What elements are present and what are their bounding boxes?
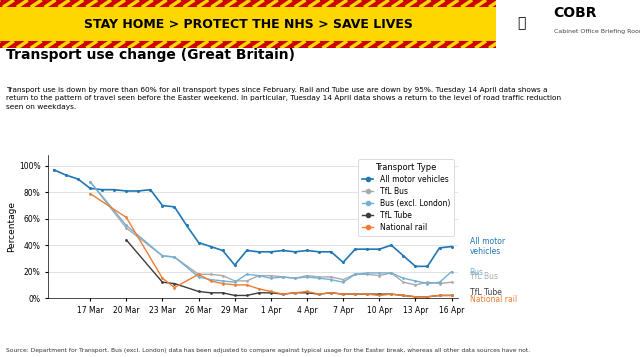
Text: All motor
vehicles: All motor vehicles xyxy=(470,237,505,256)
Bar xyxy=(0,0,496,7)
Text: Bus: Bus xyxy=(470,268,484,277)
Legend: All motor vehicles, TfL Bus, Bus (excl. London), TfL Tube, National rail: All motor vehicles, TfL Bus, Bus (excl. … xyxy=(358,159,454,236)
Text: Source: Department for Transport. Bus (excl. London) data has been adjusted to c: Source: Department for Transport. Bus (e… xyxy=(6,348,531,353)
Text: COBR: COBR xyxy=(554,6,597,20)
Text: National rail: National rail xyxy=(470,295,517,304)
Text: Transport use is down by more than 60% for all transport types since February. R: Transport use is down by more than 60% f… xyxy=(6,87,561,110)
Text: Cabinet Office Briefing Rooms: Cabinet Office Briefing Rooms xyxy=(554,29,640,34)
Y-axis label: Percentage: Percentage xyxy=(7,201,16,252)
Text: TfL Tube: TfL Tube xyxy=(470,288,502,297)
Text: 🏛: 🏛 xyxy=(518,16,526,30)
Text: Transport use change (Great Britain): Transport use change (Great Britain) xyxy=(6,48,296,62)
Text: TfL Bus: TfL Bus xyxy=(470,272,498,281)
Bar xyxy=(0,7,496,41)
Text: STAY HOME > PROTECT THE NHS > SAVE LIVES: STAY HOME > PROTECT THE NHS > SAVE LIVES xyxy=(84,17,412,31)
Bar xyxy=(0,41,496,48)
